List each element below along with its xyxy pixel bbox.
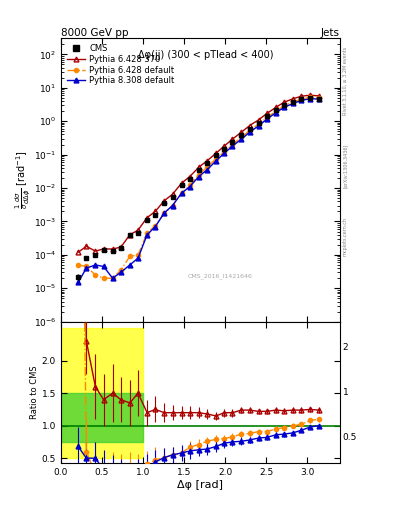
Legend: CMS, Pythia 6.428 370, Pythia 6.428 default, Pythia 8.308 default: CMS, Pythia 6.428 370, Pythia 6.428 defa… bbox=[65, 42, 176, 87]
Text: Jets: Jets bbox=[321, 28, 340, 38]
X-axis label: Δφ [rad]: Δφ [rad] bbox=[177, 480, 224, 490]
Y-axis label: Ratio to CMS: Ratio to CMS bbox=[30, 366, 39, 419]
Text: Δφ(jj) (300 < pTlead < 400): Δφ(jj) (300 < pTlead < 400) bbox=[138, 50, 274, 60]
Y-axis label: $\frac{1}{\sigma}\frac{d\sigma}{d\Delta\phi}$ [rad$^{-1}$]: $\frac{1}{\sigma}\frac{d\sigma}{d\Delta\… bbox=[13, 151, 32, 209]
Text: [arXiv:1306.3436]: [arXiv:1306.3436] bbox=[343, 144, 348, 188]
Text: Rivet 3.1.10, ≥ 3.2M events: Rivet 3.1.10, ≥ 3.2M events bbox=[343, 47, 348, 115]
Text: CMS_2016_I1421646: CMS_2016_I1421646 bbox=[187, 273, 252, 279]
Text: 0.5: 0.5 bbox=[343, 433, 357, 442]
Text: 1: 1 bbox=[343, 388, 349, 397]
Text: mcplots.cern.ch: mcplots.cern.ch bbox=[343, 217, 348, 256]
Text: 2: 2 bbox=[343, 343, 348, 352]
Text: 8000 GeV pp: 8000 GeV pp bbox=[61, 28, 129, 38]
